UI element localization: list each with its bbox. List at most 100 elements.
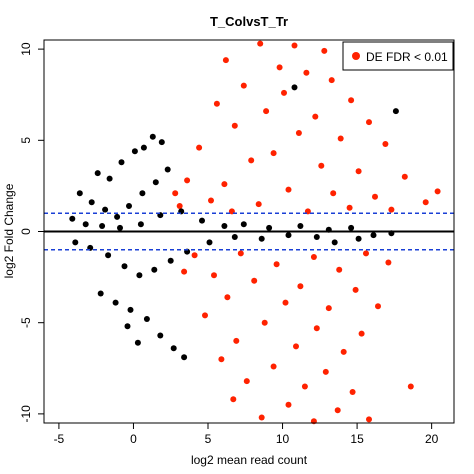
data-point: [318, 162, 325, 169]
data-point: [94, 170, 101, 177]
data-point: [143, 316, 150, 322]
data-point: [237, 250, 244, 257]
y-axis-label: log2 Fold Change: [2, 183, 16, 278]
data-point: [176, 203, 183, 209]
de-points: [172, 40, 441, 425]
data-point: [191, 252, 198, 259]
data-point: [257, 40, 264, 47]
y-tick-label: 0: [19, 228, 33, 235]
data-point: [139, 190, 146, 197]
data-point: [224, 294, 231, 301]
data-point: [285, 232, 292, 239]
data-point: [152, 179, 159, 186]
data-point: [349, 389, 356, 395]
data-point: [385, 259, 392, 266]
data-point: [313, 325, 320, 332]
data-point: [184, 177, 191, 184]
data-point: [355, 168, 362, 175]
x-tick-label: 20: [425, 432, 439, 446]
data-point: [233, 337, 240, 344]
data-point: [270, 363, 277, 370]
data-point: [370, 232, 377, 239]
data-point: [273, 261, 280, 268]
data-point: [255, 201, 262, 208]
data-point: [285, 186, 292, 193]
y-axis: -10 -5 0 5 10: [19, 42, 44, 423]
data-point: [240, 221, 247, 228]
data-point: [172, 190, 179, 197]
data-point: [199, 217, 205, 224]
data-point: [348, 224, 355, 231]
data-point: [388, 206, 395, 213]
data-point: [127, 306, 134, 313]
data-point: [248, 157, 255, 164]
data-point: [76, 190, 83, 197]
data-point: [270, 150, 277, 157]
data-point: [221, 181, 228, 188]
x-axis-label: log2 mean read count: [191, 453, 308, 467]
data-point: [313, 234, 320, 240]
data-point: [106, 175, 113, 182]
data-point: [126, 203, 132, 209]
data-point: [258, 235, 265, 242]
data-point: [88, 199, 95, 206]
data-point: [158, 139, 165, 146]
data-point: [346, 204, 353, 211]
data-point: [121, 263, 128, 270]
data-point: [337, 135, 344, 142]
data-point: [322, 368, 329, 375]
data-point: [167, 257, 174, 264]
data-point: [297, 223, 304, 229]
data-point: [330, 190, 337, 197]
y-tick-label: -5: [19, 317, 33, 328]
non-de-points: [69, 84, 399, 361]
data-point: [136, 272, 143, 279]
legend-box: [342, 41, 454, 71]
data-point: [99, 223, 106, 229]
data-point: [261, 319, 268, 326]
data-point: [355, 235, 362, 242]
data-point: [366, 119, 372, 126]
data-point: [251, 277, 258, 284]
legend-label: DE FDR < 0.01: [366, 50, 448, 64]
data-point: [375, 303, 381, 310]
data-point: [213, 100, 220, 107]
data-point: [321, 47, 328, 54]
data-point: [366, 416, 372, 423]
data-point: [206, 239, 213, 246]
data-point: [202, 312, 208, 319]
data-point: [112, 299, 119, 306]
data-point: [134, 339, 141, 346]
data-point: [401, 173, 408, 180]
data-point: [222, 57, 229, 64]
data-point: [295, 130, 302, 136]
y-tick-label: 10: [19, 42, 33, 56]
data-point: [105, 252, 112, 259]
y-tick-label: 5: [19, 137, 33, 144]
y-tick-label: -10: [19, 405, 33, 423]
data-point: [140, 144, 147, 151]
data-point: [291, 42, 298, 49]
data-point: [303, 69, 310, 76]
data-point: [282, 299, 289, 306]
data-point: [181, 268, 188, 275]
chart-title: T_ColvsT_Tr: [210, 14, 288, 29]
data-point: [231, 234, 238, 240]
data-point: [118, 159, 125, 166]
data-point: [382, 141, 389, 147]
data-point: [325, 305, 332, 312]
data-point: [157, 332, 164, 339]
data-point: [291, 84, 298, 91]
data-point: [211, 272, 217, 279]
data-point: [258, 414, 265, 421]
data-point: [422, 199, 429, 206]
data-point: [348, 97, 355, 104]
data-point: [82, 221, 89, 228]
data-point: [102, 206, 109, 213]
data-point: [297, 283, 304, 290]
data-point: [114, 213, 121, 220]
data-point: [340, 348, 347, 355]
data-point: [407, 383, 414, 390]
data-point: [310, 254, 317, 260]
